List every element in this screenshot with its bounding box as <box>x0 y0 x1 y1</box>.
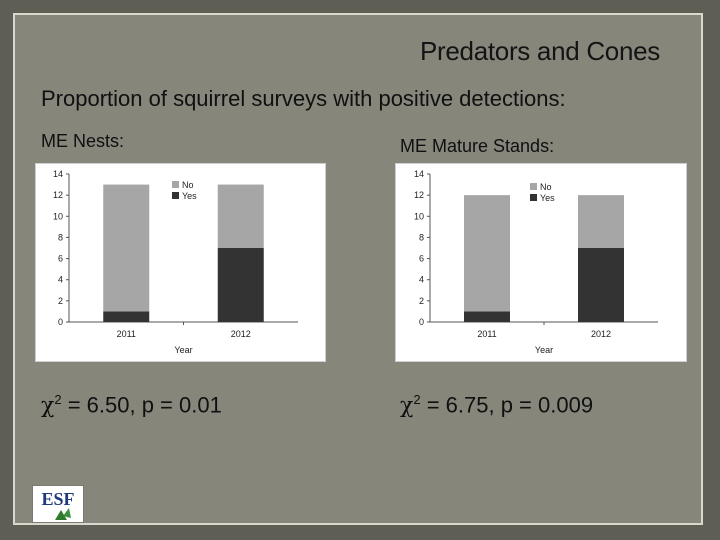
y-tick-label: 10 <box>414 211 424 221</box>
legend-label-no: No <box>182 180 194 190</box>
esf-logo: ESF <box>32 485 84 523</box>
esf-logo-text: ESF <box>41 489 75 509</box>
legend-swatch-no <box>172 181 179 188</box>
bar-yes-2012 <box>578 248 624 322</box>
y-tick-label: 8 <box>419 232 424 242</box>
slide-subtitle: Proportion of squirrel surveys with posi… <box>41 86 566 111</box>
y-tick-label: 0 <box>419 317 424 327</box>
stat-mature-stands-text: = 6.75, p = 0.009 <box>420 392 594 418</box>
y-tick-label: 6 <box>419 254 424 264</box>
x-tick-label: 2012 <box>591 329 611 339</box>
stat-nests-text: = 6.50, p = 0.01 <box>61 392 222 418</box>
x-tick-label: 2012 <box>231 329 251 339</box>
bar-yes-2011 <box>464 311 510 322</box>
bar-no-2011 <box>103 184 150 312</box>
leaf-icon <box>55 508 71 520</box>
y-tick-label: 10 <box>53 211 63 221</box>
y-tick-label: 14 <box>53 169 63 179</box>
bar-no-2012 <box>217 184 264 248</box>
chart-nests: 0 2 4 6 8 10 12 14 2011 2012 Year No Yes <box>35 163 326 362</box>
stat-mature-stands: χ2 = 6.75, p = 0.009 <box>400 392 593 418</box>
legend-label-no: No <box>540 182 552 192</box>
x-tick-label: 2011 <box>477 329 496 339</box>
y-tick-label: 6 <box>58 254 63 264</box>
chi-symbol: χ <box>400 393 414 419</box>
y-tick-label: 12 <box>53 190 63 200</box>
bar-no-2011 <box>464 195 510 312</box>
legend-swatch-yes <box>172 192 179 199</box>
chi-power: 2 <box>413 392 421 407</box>
y-tick-label: 8 <box>58 232 63 242</box>
y-tick-label: 2 <box>419 296 424 306</box>
legend-label-yes: Yes <box>540 193 555 203</box>
y-tick-label: 0 <box>58 317 63 327</box>
stat-nests: χ2 = 6.50, p = 0.01 <box>41 392 222 418</box>
x-tick-label: 2011 <box>117 329 136 339</box>
chart-label-mature-stands: ME Mature Stands: <box>400 136 555 156</box>
legend-swatch-no <box>530 183 537 190</box>
chart-label-nests: ME Nests: <box>41 131 125 151</box>
chi-power: 2 <box>54 392 62 407</box>
bar-yes-2012 <box>217 248 264 322</box>
y-tick-label: 4 <box>58 275 63 285</box>
y-tick-label: 2 <box>58 296 63 306</box>
y-tick-label: 12 <box>414 190 424 200</box>
bar-yes-2011 <box>103 311 150 322</box>
y-tick-label: 14 <box>414 169 424 179</box>
bar-no-2012 <box>578 195 624 248</box>
legend-swatch-yes <box>530 194 537 201</box>
chi-symbol: χ <box>41 393 55 419</box>
x-axis-label: Year <box>535 345 553 355</box>
chart-mature-stands: 0 2 4 6 8 10 12 14 2011 2012 Year No Yes <box>395 163 687 362</box>
x-axis-label: Year <box>174 345 192 355</box>
slide-title: Predators and Cones <box>419 36 660 66</box>
y-tick-label: 4 <box>419 275 424 285</box>
legend-label-yes: Yes <box>182 191 197 201</box>
